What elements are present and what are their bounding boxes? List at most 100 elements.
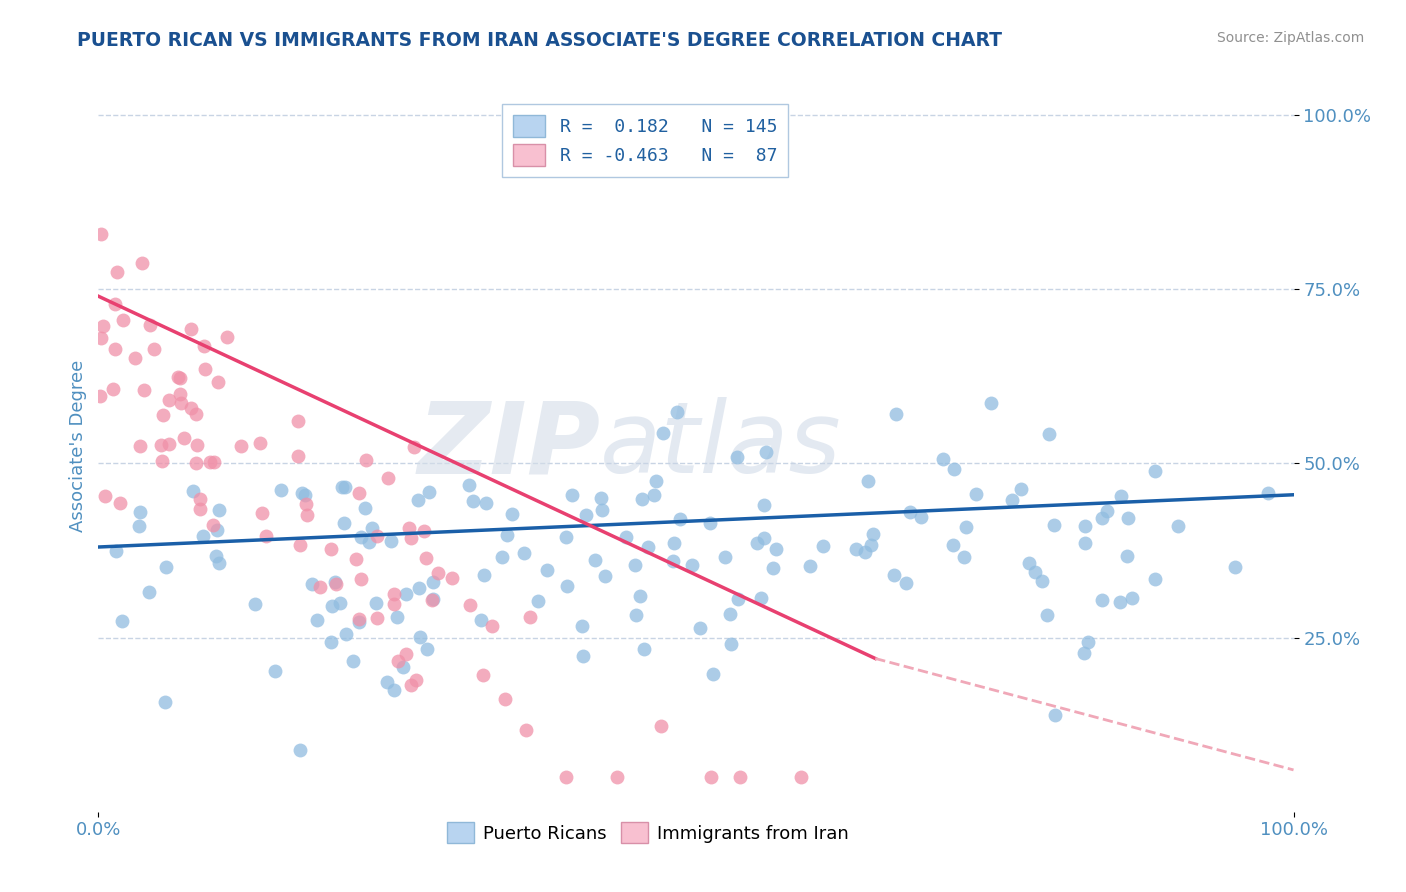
Point <box>301 576 323 591</box>
Point <box>699 516 721 531</box>
Point <box>186 438 208 452</box>
Point <box>321 599 343 613</box>
Point <box>624 607 647 622</box>
Point <box>1000 493 1022 508</box>
Point <box>418 485 440 500</box>
Point <box>290 743 312 757</box>
Point <box>105 264 128 278</box>
Point <box>207 375 229 389</box>
Point <box>402 440 425 454</box>
Point <box>714 550 737 565</box>
Point <box>527 594 550 608</box>
Point <box>461 493 484 508</box>
Point <box>427 566 450 580</box>
Point <box>395 587 418 601</box>
Point <box>208 503 231 517</box>
Point <box>111 615 134 629</box>
Point <box>1108 595 1130 609</box>
Point <box>725 450 748 465</box>
Point <box>494 691 516 706</box>
Point <box>335 627 357 641</box>
Point <box>128 519 150 533</box>
Point <box>366 596 388 610</box>
Point <box>350 530 373 544</box>
Point <box>169 396 191 410</box>
Point <box>157 393 180 408</box>
Point <box>858 474 880 488</box>
Point <box>606 770 628 784</box>
Point <box>1045 707 1067 722</box>
Point <box>475 496 498 510</box>
Point <box>1077 635 1099 649</box>
Point <box>799 559 821 574</box>
Point <box>287 414 309 428</box>
Point <box>591 491 613 505</box>
Point <box>886 407 908 421</box>
Point <box>207 523 229 537</box>
Point <box>408 581 430 595</box>
Point <box>754 531 776 545</box>
Point <box>143 342 166 356</box>
Point <box>131 256 153 270</box>
Point <box>184 456 207 470</box>
Point <box>180 401 202 416</box>
Point <box>1116 549 1139 564</box>
Point <box>460 598 482 612</box>
Point <box>181 483 204 498</box>
Point <box>128 505 150 519</box>
Point <box>1031 574 1053 588</box>
Point <box>1097 503 1119 517</box>
Point <box>645 474 668 488</box>
Point <box>1257 486 1279 500</box>
Point <box>294 488 316 502</box>
Legend: Puerto Ricans, Immigrants from Iran: Puerto Ricans, Immigrants from Iran <box>440 815 856 850</box>
Point <box>385 609 408 624</box>
Point <box>751 591 773 605</box>
Point <box>415 550 437 565</box>
Point <box>270 483 292 498</box>
Point <box>329 596 352 610</box>
Point <box>965 487 987 501</box>
Point <box>860 538 883 552</box>
Point <box>681 558 703 572</box>
Point <box>354 453 377 467</box>
Point <box>1036 607 1059 622</box>
Point <box>380 533 402 548</box>
Point <box>124 351 146 365</box>
Point <box>150 438 173 452</box>
Point <box>319 541 342 556</box>
Point <box>637 540 659 554</box>
Point <box>420 592 443 607</box>
Point <box>295 508 318 522</box>
Point <box>561 488 583 502</box>
Point <box>894 576 917 591</box>
Point <box>138 585 160 599</box>
Point <box>344 552 367 566</box>
Point <box>458 478 481 492</box>
Point <box>980 396 1002 410</box>
Point <box>180 322 202 336</box>
Point <box>387 654 409 668</box>
Point <box>1038 426 1060 441</box>
Point <box>630 491 652 506</box>
Point <box>382 587 405 601</box>
Point <box>333 480 356 494</box>
Point <box>413 524 436 538</box>
Point <box>155 560 177 574</box>
Point <box>755 445 778 459</box>
Point <box>1167 518 1189 533</box>
Point <box>633 641 655 656</box>
Point <box>157 437 180 451</box>
Point <box>955 519 977 533</box>
Point <box>718 607 741 622</box>
Point <box>325 576 347 591</box>
Text: Source: ZipAtlas.com: Source: ZipAtlas.com <box>1216 31 1364 45</box>
Point <box>747 536 769 550</box>
Point <box>666 405 689 419</box>
Point <box>150 453 173 467</box>
Point <box>290 538 312 552</box>
Point <box>932 451 955 466</box>
Point <box>624 558 647 572</box>
Point <box>215 330 238 344</box>
Point <box>90 331 112 345</box>
